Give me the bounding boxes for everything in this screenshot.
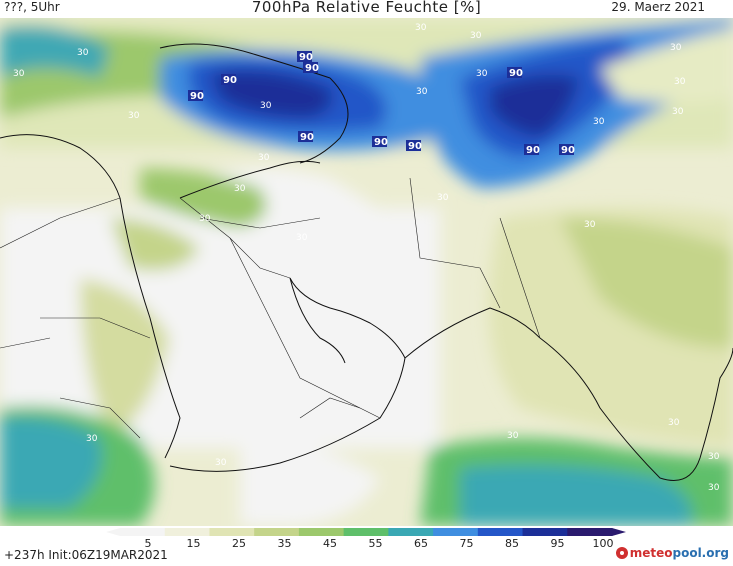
legend-swatch (522, 528, 568, 536)
contour-label: 30 (593, 117, 605, 127)
contour-label: 90 (509, 68, 523, 79)
legend-swatch (209, 528, 255, 536)
contour-label: 30 (476, 69, 488, 79)
contour-label: 30 (128, 111, 140, 121)
legend-swatch (164, 528, 210, 536)
legend-tick-label: 75 (460, 537, 474, 548)
contour-label: 90 (561, 145, 575, 156)
legend-tick-label: 95 (551, 537, 565, 548)
contour-label: 30 (199, 214, 211, 224)
legend-swatch (254, 528, 300, 536)
humidity-field (0, 18, 733, 526)
contour-label: 90 (526, 145, 540, 156)
legend-end-arrow (612, 528, 626, 536)
contour-label: 90 (305, 63, 319, 74)
meteopool-logo-icon (615, 547, 628, 559)
contour-labels-90: 90 90 90 90 90 90 90 90 90 90 (188, 51, 575, 156)
contour-label: 30 (584, 220, 596, 230)
legend-swatch (343, 528, 389, 536)
meteopool-logo: meteopool.org (615, 546, 729, 560)
contour-label: 30 (416, 87, 428, 97)
legend-swatch (120, 528, 166, 536)
legend-swatch (567, 528, 613, 536)
color-legend: 5 15 25 35 45 55 65 75 85 95 100 (0, 526, 733, 566)
borders (0, 177, 541, 439)
legend-tick-label: 85 (505, 537, 519, 548)
legend-tick-label: 5 (145, 537, 152, 548)
legend-tick-label: 45 (323, 537, 337, 548)
contour-label: 30 (415, 23, 427, 33)
forecast-date-label: 29. Maerz 2021 (611, 0, 705, 14)
contour-label: 30 (670, 43, 682, 53)
contour-label: 30 (507, 431, 519, 441)
map-title: 700hPa Relative Feuchte [%] (251, 0, 482, 16)
contour-label: 30 (234, 184, 246, 194)
forecast-time-label: ???, 5Uhr (4, 0, 60, 14)
legend-swatch (388, 528, 434, 536)
contour-label: 30 (260, 101, 272, 111)
init-time-label: +237h Init:06Z19MAR2021 (4, 548, 168, 562)
contour-label: 30 (708, 452, 720, 462)
legend-tick-label: 55 (369, 537, 383, 548)
contour-label: 30 (437, 193, 449, 203)
legend-tick-label: 65 (414, 537, 428, 548)
contour-label: 90 (374, 137, 388, 148)
legend-tick-label: 100 (593, 537, 614, 548)
contour-label: 90 (299, 52, 313, 63)
contour-label: 90 (300, 132, 314, 143)
coastlines (0, 43, 733, 481)
map-header: ???, 5Uhr 700hPa Relative Feuchte [%] 29… (0, 0, 733, 18)
contour-label: 30 (13, 69, 25, 79)
contour-label: 30 (672, 107, 684, 117)
legend-tick-label: 25 (232, 537, 246, 548)
contour-label: 30 (470, 31, 482, 41)
contour-label: 90 (190, 91, 204, 102)
contour-labels-30: 30 30 30 30 30 30 30 30 30 30 30 30 30 3… (13, 23, 720, 493)
contour-label: 30 (296, 233, 308, 243)
legend-swatch (477, 528, 524, 536)
logo-text-meteo: meteo (629, 546, 673, 560)
legend-tick-label: 15 (187, 537, 201, 548)
contour-label: 30 (668, 418, 680, 428)
legend-bar: 5 15 25 35 45 55 65 75 85 95 100 (106, 528, 626, 550)
contour-label: 30 (708, 483, 720, 493)
contour-label: 30 (77, 48, 89, 58)
contour-label: 30 (674, 77, 686, 87)
humidity-map: 90 90 90 90 90 90 90 90 90 90 30 30 30 3… (0, 18, 733, 526)
logo-text-pool: pool.org (672, 546, 729, 560)
contour-label: 30 (86, 434, 98, 444)
legend-start-arrow (106, 528, 120, 536)
contour-label: 90 (223, 75, 237, 86)
humidity-map-canvas: 90 90 90 90 90 90 90 90 90 90 30 30 30 3… (0, 18, 733, 526)
legend-swatch (298, 528, 345, 536)
contour-label: 30 (215, 458, 227, 468)
legend-tick-label: 35 (278, 537, 292, 548)
legend-swatch (433, 528, 479, 536)
contour-label: 30 (258, 153, 270, 163)
contour-label: 90 (408, 141, 422, 152)
